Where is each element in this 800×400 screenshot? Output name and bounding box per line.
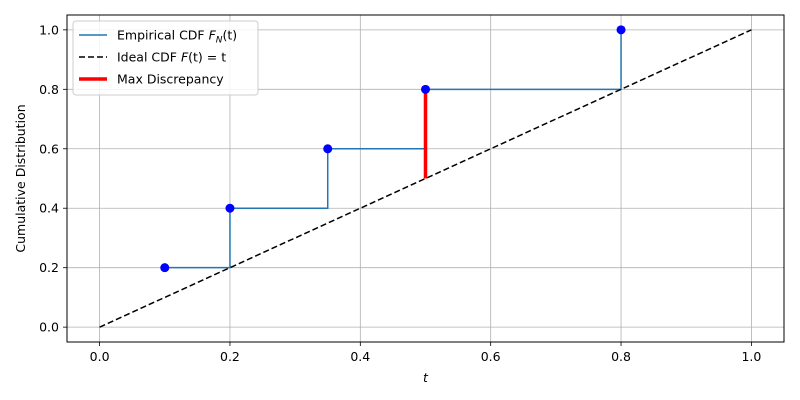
y-tick-label-0: 0.0 (39, 320, 59, 335)
legend-label-0: Empirical CDF FN(t) (117, 28, 237, 46)
legend-label-2: Max Discrepancy (117, 72, 224, 87)
x-tick-label-1: 0.2 (220, 349, 240, 364)
x-tick-label-2: 0.4 (350, 349, 370, 364)
y-axis-label: Cumulative Distribution (13, 104, 28, 252)
x-tick-label-4: 0.8 (611, 349, 631, 364)
data-point-2 (323, 144, 333, 154)
data-point-1 (225, 203, 235, 213)
x-axis-label: t (423, 370, 429, 385)
axes-frame (66, 14, 785, 343)
y-tick-label-5: 1.0 (39, 22, 59, 37)
data-point-0 (160, 263, 170, 273)
legend-box (72, 20, 259, 96)
y-tick-label-4: 0.8 (39, 82, 59, 97)
x-tick-label-0: 0.0 (90, 349, 110, 364)
plot-area (99, 25, 752, 328)
legend-label-1: Ideal CDF F(t) = t (117, 50, 226, 65)
x-tick-label-3: 0.6 (481, 349, 501, 364)
y-tick-label-2: 0.4 (39, 201, 59, 216)
ticks: 0.0 0.2 0.4 0.6 0.8 1.0 0.0 0.2 0.4 0.6 0.8 1.0 (39, 22, 761, 364)
data-point-3 (421, 84, 430, 94)
legend: Empirical CDF FN(t) Ideal CDF F(t) = t Max… (72, 20, 259, 96)
y-tick-label-1: 0.2 (39, 260, 59, 275)
y-tick-label-3: 0.6 (39, 141, 59, 156)
x-tick-label-5: 1.0 (741, 349, 761, 364)
series-ideal-cdf-line (99, 29, 752, 328)
data-point-4 (616, 25, 626, 35)
